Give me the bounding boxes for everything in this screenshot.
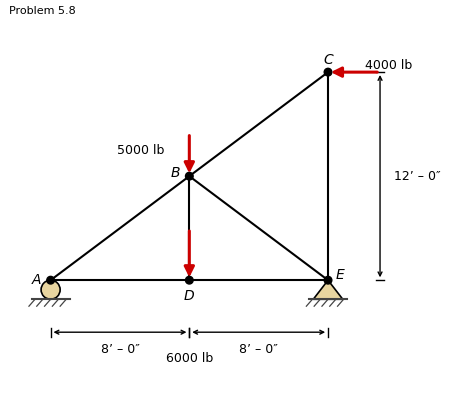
Text: 12’ – 0″: 12’ – 0″: [394, 170, 440, 183]
Text: A: A: [32, 273, 42, 287]
Text: C: C: [323, 53, 333, 67]
Text: 8’ – 0″: 8’ – 0″: [239, 343, 278, 356]
Circle shape: [324, 276, 332, 284]
Circle shape: [41, 280, 60, 299]
Circle shape: [185, 172, 193, 180]
Text: Problem 5.8: Problem 5.8: [9, 6, 76, 16]
Circle shape: [185, 276, 193, 284]
Polygon shape: [313, 280, 343, 299]
Circle shape: [47, 276, 55, 284]
Text: 5000 lb: 5000 lb: [117, 144, 164, 157]
Text: 4000 lb: 4000 lb: [365, 59, 412, 72]
Text: E: E: [336, 268, 345, 282]
Text: D: D: [184, 289, 195, 303]
Text: B: B: [171, 166, 180, 180]
Text: 6000 lb: 6000 lb: [166, 352, 213, 365]
Circle shape: [324, 68, 332, 76]
Text: 8’ – 0″: 8’ – 0″: [100, 343, 139, 356]
